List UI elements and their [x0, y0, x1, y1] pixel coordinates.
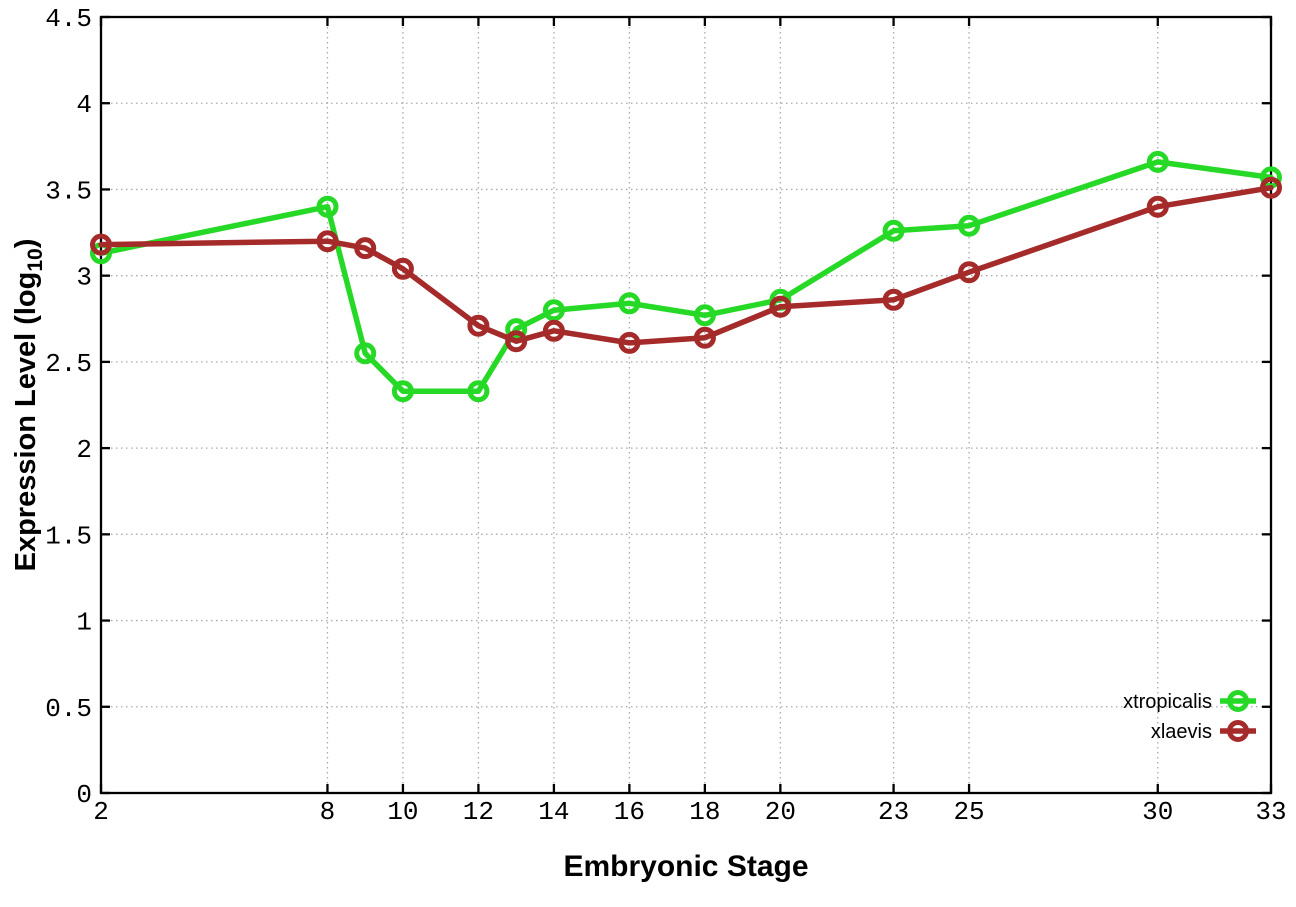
legend-item-xtropicalis: xtropicalis — [1123, 690, 1256, 713]
data-point-marker-xlaevis — [90, 233, 112, 256]
y-tick-labels: 0 0.5 1 1.5 2 2.5 3 3.5 4 4.5 — [45, 4, 92, 810]
y-tick-label: 4 — [76, 90, 92, 120]
x-axis-title: Embryonic Stage — [563, 850, 809, 883]
x-tick-label: 8 — [320, 797, 336, 827]
y-tick-label: 1.5 — [45, 521, 92, 551]
legend: xtropicalis xlaevis — [1123, 690, 1256, 743]
data-point-marker-xtropicalis — [618, 292, 641, 315]
series-line-xtropicalis — [98, 159, 1274, 394]
data-point-marker-xtropicalis — [693, 304, 716, 327]
data-point-marker-xtropicalis — [316, 195, 339, 218]
legend-item-xlaevis: xlaevis — [1151, 720, 1256, 743]
legend-label-xtropicalis: xtropicalis — [1123, 691, 1212, 713]
x-tick-label: 2 — [93, 797, 109, 827]
legend-label-xlaevis: xlaevis — [1151, 721, 1212, 743]
plot-border — [99, 15, 1273, 795]
y-tick-label: 0 — [76, 780, 92, 810]
data-point-marker-xlaevis — [1146, 195, 1169, 218]
data-point-marker-xlaevis — [618, 331, 641, 354]
data-point-marker-xlaevis — [391, 257, 414, 280]
y-tick-label: 4.5 — [45, 4, 92, 34]
data-point-marker-xtropicalis — [505, 318, 528, 341]
y-tick-label: 1 — [76, 608, 92, 638]
series-xtropicalis — [90, 150, 1282, 403]
x-tick-label: 30 — [1142, 797, 1173, 827]
y-axis-title-subscript: 10 — [24, 248, 47, 272]
data-point-marker-xlaevis — [354, 237, 377, 260]
x-tick-label: 33 — [1255, 797, 1286, 827]
gridlines — [101, 17, 1271, 793]
data-point-marker-xlaevis — [882, 288, 905, 311]
data-point-marker-xtropicalis — [467, 380, 490, 403]
x-tick-label: 10 — [387, 797, 418, 827]
y-tick-label: 3 — [76, 263, 92, 293]
y-axis-title: Expression Level (log10) — [4, 55, 48, 755]
series-line-xlaevis — [98, 184, 1274, 346]
x-tick-label: 18 — [689, 797, 720, 827]
data-point-marker-xlaevis — [542, 319, 565, 342]
y-tick-label: 2.5 — [45, 349, 92, 379]
x-tick-label: 25 — [953, 797, 984, 827]
x-tick-labels: 2 8 10 12 14 16 18 20 23 25 30 33 — [93, 797, 1286, 827]
data-point-marker-xlaevis — [769, 295, 792, 318]
data-point-marker-xtropicalis — [542, 299, 565, 322]
data-point-marker-xlaevis — [693, 326, 716, 349]
x-tick-label: 12 — [463, 797, 494, 827]
y-axis-title-close: ) — [10, 238, 42, 249]
data-point-marker-xlaevis — [505, 330, 528, 353]
data-point-marker-xlaevis — [467, 314, 490, 337]
data-point-marker-xtropicalis — [882, 219, 905, 242]
y-tick-label: 0.5 — [45, 694, 92, 724]
y-tick-label: 3.5 — [45, 176, 92, 206]
tick-marks — [99, 15, 1273, 795]
x-tick-label: 23 — [878, 797, 909, 827]
data-point-marker-xtropicalis — [1146, 150, 1169, 173]
data-point-marker-xtropicalis — [958, 214, 981, 237]
x-tick-label: 14 — [538, 797, 569, 827]
data-point-marker-xtropicalis — [354, 342, 377, 365]
x-tick-label: 16 — [614, 797, 645, 827]
legend-sample-marker-xtropicalis — [1227, 690, 1249, 712]
legend-sample-marker-xlaevis — [1227, 720, 1249, 742]
data-point-marker-xtropicalis — [391, 380, 414, 403]
data-point-marker-xlaevis — [1260, 176, 1282, 199]
y-tick-label: 2 — [76, 435, 92, 465]
data-point-marker-xlaevis — [316, 230, 339, 253]
series-xlaevis — [90, 176, 1282, 354]
x-tick-label: 20 — [765, 797, 796, 827]
y-axis-title-main: Expression Level (log — [10, 271, 42, 572]
data-point-marker-xlaevis — [958, 261, 981, 284]
